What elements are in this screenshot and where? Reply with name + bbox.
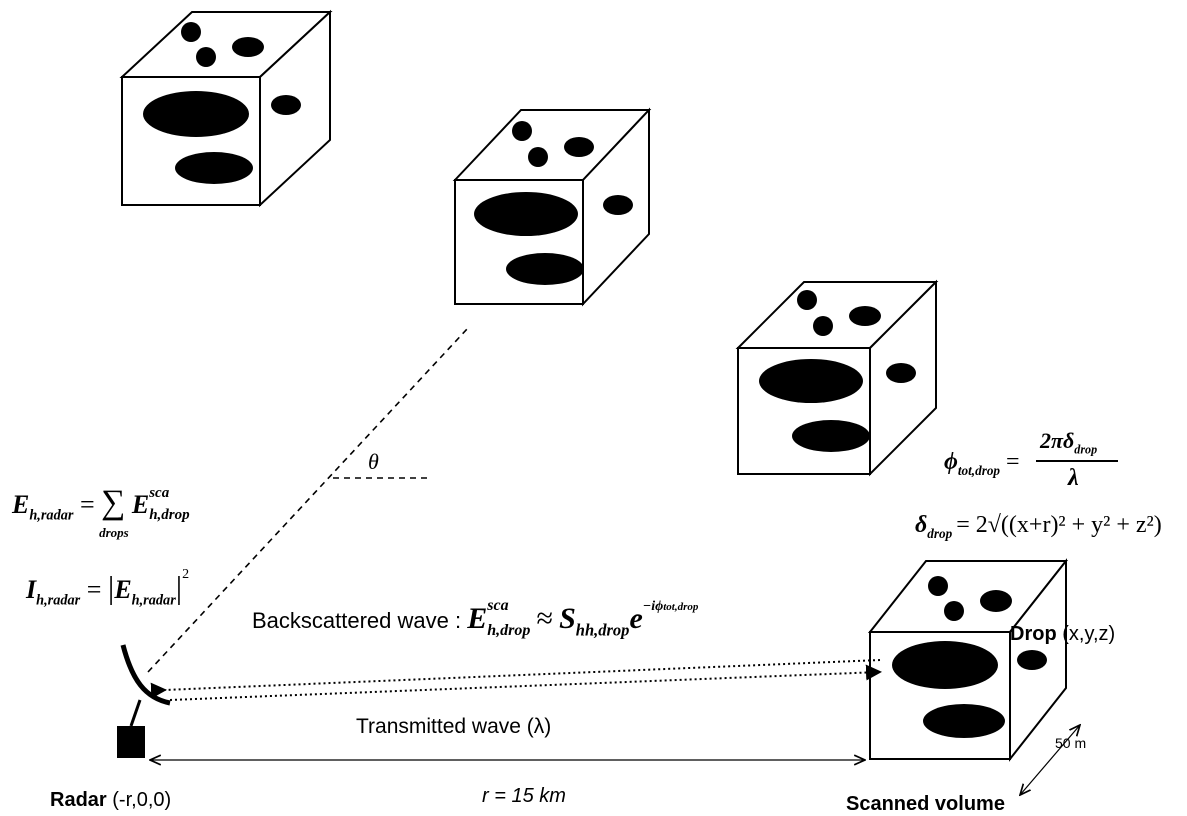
scanned-volume-label: Scanned volume: [846, 793, 1005, 815]
i-radar-equation: Ih,radar = ||EEh,radar|2: [26, 567, 190, 609]
radar-dish: [120, 644, 171, 706]
scatter-volume-cube-2: [452, 107, 652, 307]
drop-label: Drop (x,y,z): [1010, 623, 1116, 645]
e-radar-equation: Eh,radar = ∑ drops E sca h,drop: [12, 484, 190, 540]
theta-label: θ: [368, 449, 379, 474]
delta-equation: δdrop = 2√((x+r)² + y² + z²): [915, 512, 1162, 541]
phi-fraction-denominator: λ: [1068, 465, 1079, 491]
depth-label: 50 m: [1055, 735, 1087, 751]
radar-base: [117, 726, 145, 758]
phi-equation: ϕtot,drop =: [944, 449, 1020, 478]
depth-arrow: [1020, 725, 1080, 795]
distance-label: r = 15 km: [482, 785, 566, 807]
transmitted-wave-arrow: [169, 664, 882, 701]
phi-fraction-numerator: 2πδdrop: [1040, 428, 1098, 457]
transmitted-wave-label: Transmitted wave (λ): [356, 715, 552, 738]
elevation-beam-line: [147, 327, 469, 673]
scanned-volume-cube: [867, 558, 1069, 762]
radar-label: Radar (-r,0,0): [50, 789, 172, 811]
radar-mast: [129, 699, 142, 727]
backscattered-wave-arrow: [150, 659, 881, 699]
scatter-volume-cube-3: [735, 279, 939, 477]
scatter-volume-cube-1: [119, 9, 333, 208]
phi-fraction-bar: [1036, 460, 1118, 462]
